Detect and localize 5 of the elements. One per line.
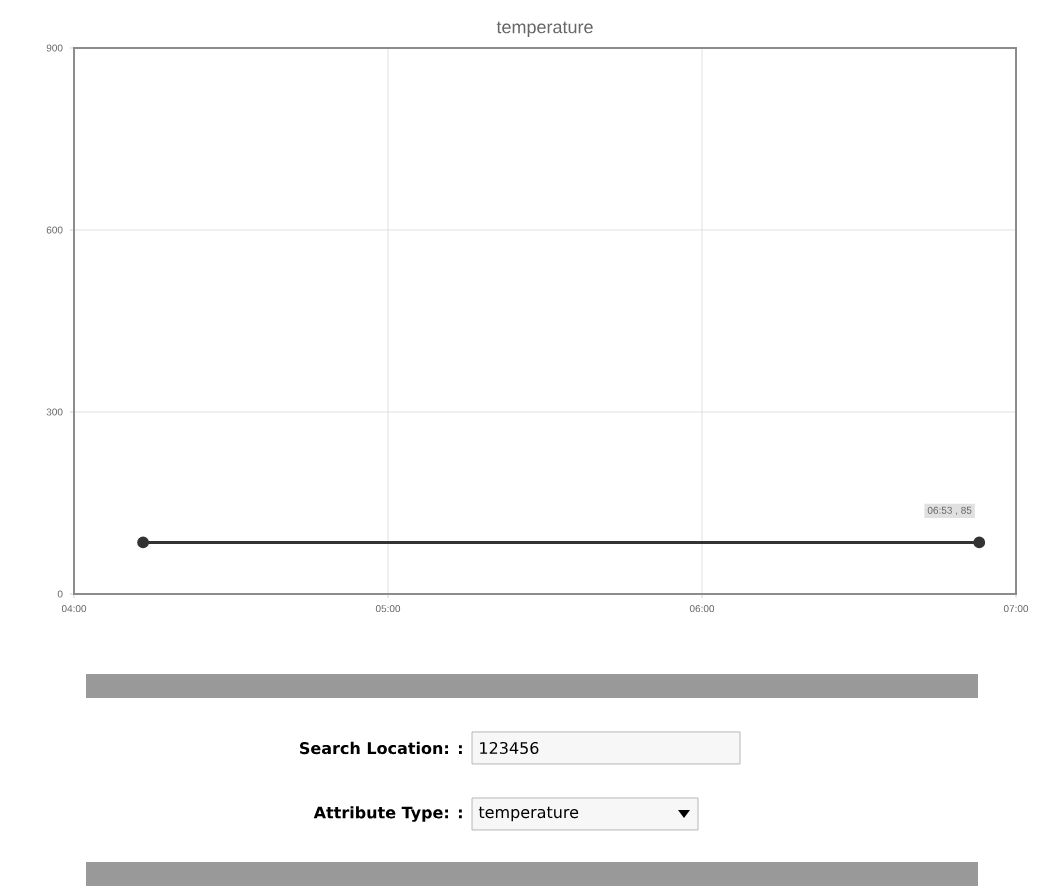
text: Attribute Type: : xyxy=(313,806,462,822)
text: temperature xyxy=(478,806,579,822)
text: Search Location: : xyxy=(300,741,462,755)
chart-title: temperature xyxy=(496,21,593,37)
text: 123456 xyxy=(480,741,539,755)
